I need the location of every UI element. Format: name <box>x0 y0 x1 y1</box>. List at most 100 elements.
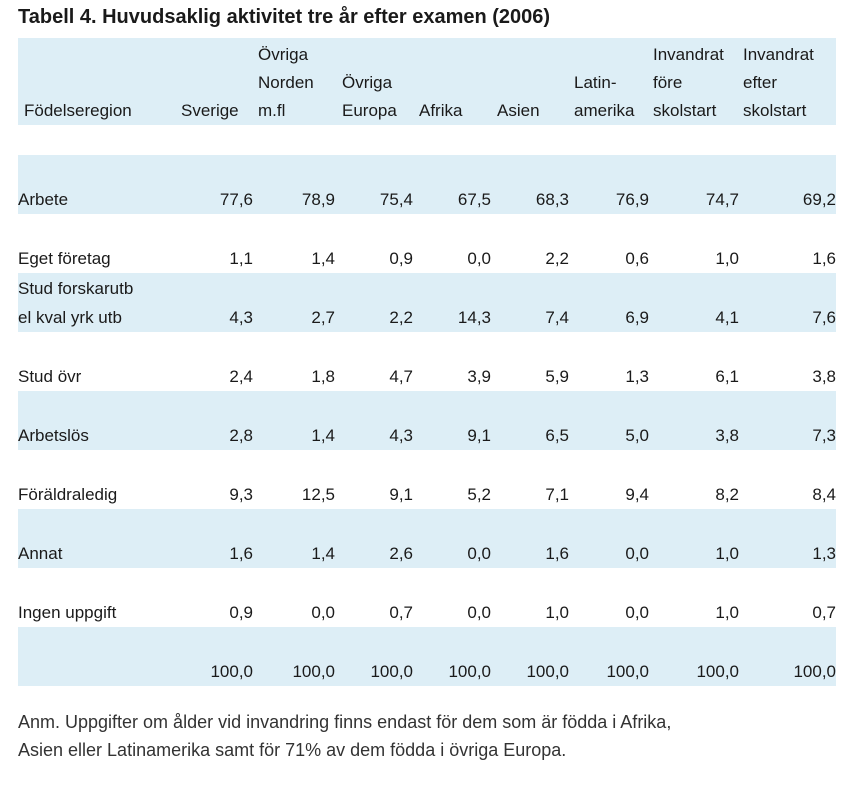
table-cell: 100,0 <box>793 662 836 681</box>
table-cell: 1,3 <box>812 544 836 563</box>
table-cell: 8,4 <box>812 485 836 504</box>
row-label-line: el kval yrk utb <box>18 308 122 327</box>
table-cell: 78,9 <box>301 190 335 209</box>
row-label-line: Ingen uppgift <box>18 603 117 622</box>
table-cell: 74,7 <box>705 190 739 209</box>
row-label-line: Föräldraledig <box>18 485 118 504</box>
header-asien: Asien <box>497 101 540 120</box>
table-cell: 0,0 <box>467 249 491 268</box>
table-cell: 0,9 <box>389 249 413 268</box>
table-cell: 1,6 <box>812 249 836 268</box>
table-row: Stud övr 2,4 1,8 4,7 3,9 5,9 1,3 6,1 3,8 <box>18 332 836 391</box>
row-label: Annat <box>18 509 171 568</box>
row-label <box>18 627 171 686</box>
note-line: Anm. Uppgifter om ålder vid invandring f… <box>18 712 672 732</box>
table-row: Föräldraledig 9,3 12,5 9,1 5,2 7,1 9,4 8,2 8,4 <box>18 450 836 509</box>
table-cell: 1,0 <box>545 603 569 622</box>
table-cell: 0,0 <box>467 544 491 563</box>
table-cell: 2,8 <box>229 426 253 445</box>
table-cell: 1,0 <box>715 249 739 268</box>
table-cell: 1,4 <box>311 426 335 445</box>
table-cell: 9,1 <box>467 426 491 445</box>
table-row: Annat 1,6 1,4 2,6 0,0 1,6 0,0 1,0 1,3 <box>18 509 836 568</box>
table-cell: 12,5 <box>301 485 335 504</box>
table-cell: 9,1 <box>389 485 413 504</box>
header-afrika: Afrika <box>419 101 463 120</box>
table-cell: 5,9 <box>545 367 569 386</box>
table-cell: 7,1 <box>545 485 569 504</box>
table-cell: 1,6 <box>229 544 253 563</box>
table-cell: 4,3 <box>389 426 413 445</box>
table-cell: 0,7 <box>812 603 836 622</box>
table-cell: 1,4 <box>311 544 335 563</box>
table-cell: 77,6 <box>219 190 253 209</box>
table-note: Anm. Uppgifter om ålder vid invandring f… <box>18 708 848 764</box>
activity-table: Födelseregion Sverige Övriga Norden m.fl… <box>18 38 836 686</box>
table-row: Arbetslös 2,8 1,4 4,3 9,1 6,5 5,0 3,8 7,3 <box>18 391 836 450</box>
table-title: Tabell 4. Huvudsaklig aktivitet tre år e… <box>18 6 551 28</box>
table-cell: 0,9 <box>229 603 253 622</box>
table-cell: 4,3 <box>229 308 253 327</box>
row-label: Eget företag <box>18 214 171 273</box>
table-cell: 1,4 <box>311 249 335 268</box>
table-cell: 1,3 <box>625 367 649 386</box>
table-cell: 2,2 <box>389 308 413 327</box>
table-cell: 4,1 <box>715 308 739 327</box>
row-label-line: Stud forskarutb <box>18 279 134 298</box>
table-cell: 7,4 <box>545 308 569 327</box>
row-label-line: Eget företag <box>18 249 111 268</box>
row-label-line: Arbete <box>18 190 69 209</box>
table-cell: 0,0 <box>467 603 491 622</box>
table-cell: 7,6 <box>812 308 836 327</box>
row-label-line: Annat <box>18 544 63 563</box>
row-label-line: Stud övr <box>18 367 82 386</box>
table-cell: 1,0 <box>715 603 739 622</box>
row-label: Ingen uppgift <box>18 568 171 627</box>
table-cell: 5,0 <box>625 426 649 445</box>
table-cell: 2,2 <box>545 249 569 268</box>
table-cell: 7,3 <box>812 426 836 445</box>
table-cell: 100,0 <box>210 662 253 681</box>
table-cell: 1,8 <box>311 367 335 386</box>
row-label: Stud övr <box>18 332 171 391</box>
table-cell: 6,1 <box>715 367 739 386</box>
table-cell: 100,0 <box>370 662 413 681</box>
header-ovriga-norden: Övriga Norden m.fl <box>258 45 314 120</box>
header-ovriga-europa: Övriga Europa <box>342 73 397 120</box>
table-cell: 0,6 <box>625 249 649 268</box>
table-cell: 68,3 <box>535 190 569 209</box>
header-row: Födelseregion Sverige Övriga Norden m.fl… <box>18 38 836 125</box>
header-region: Födelseregion <box>24 101 132 120</box>
table-cell: 2,6 <box>389 544 413 563</box>
table-cell: 0,0 <box>625 544 649 563</box>
table-cell: 1,0 <box>715 544 739 563</box>
table-cell: 100,0 <box>448 662 491 681</box>
table-cell: 2,7 <box>311 308 335 327</box>
table-cell: 14,3 <box>457 308 491 327</box>
table-cell: 4,7 <box>389 367 413 386</box>
table-cell: 6,5 <box>545 426 569 445</box>
header-invandrat-fore: Invandrat före skolstart <box>653 45 724 120</box>
header-latinamerika: Latin- amerika <box>574 73 635 120</box>
table-cell: 0,0 <box>311 603 335 622</box>
table-cell: 100,0 <box>292 662 335 681</box>
table-cell: 3,9 <box>467 367 491 386</box>
table-cell: 2,4 <box>229 367 253 386</box>
table-cell: 3,8 <box>715 426 739 445</box>
table-cell: 100,0 <box>696 662 739 681</box>
table-cell: 5,2 <box>467 485 491 504</box>
row-label: Stud forskarutb el kval yrk utb <box>18 273 171 332</box>
table-cell: 3,8 <box>812 367 836 386</box>
table-cell: 1,1 <box>229 249 253 268</box>
row-label: Föräldraledig <box>18 450 171 509</box>
row-label: Arbete <box>18 155 171 214</box>
table-cell: 75,4 <box>379 190 413 209</box>
table-row: Ingen uppgift 0,9 0,0 0,7 0,0 1,0 0,0 1,0 0,7 <box>18 568 836 627</box>
row-label: Arbetslös <box>18 391 171 450</box>
table-cell: 9,3 <box>229 485 253 504</box>
table-cell: 0,0 <box>625 603 649 622</box>
table-cell: 1,6 <box>545 544 569 563</box>
table-cell: 69,2 <box>802 190 836 209</box>
table-cell: 100,0 <box>606 662 649 681</box>
spacer-row <box>18 125 836 155</box>
